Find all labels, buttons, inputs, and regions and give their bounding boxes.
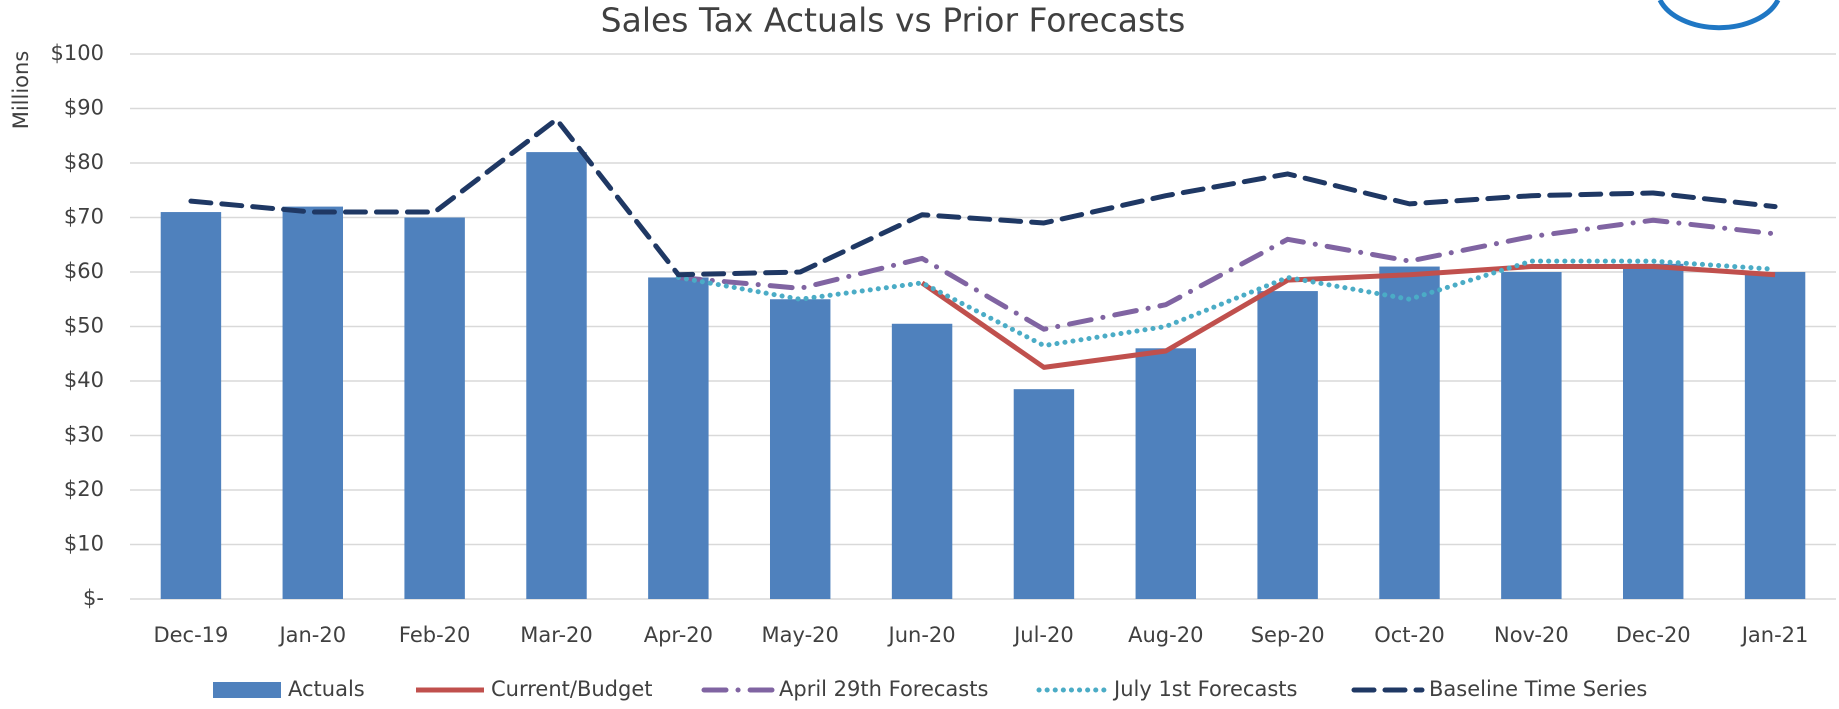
logo xyxy=(1657,0,1781,31)
bar xyxy=(769,299,831,599)
bar xyxy=(1257,291,1318,599)
bar xyxy=(160,212,222,600)
bar xyxy=(1013,389,1075,599)
x-tick-label: Dec-20 xyxy=(1616,623,1691,647)
bar xyxy=(282,206,344,599)
bar xyxy=(1744,272,1806,599)
bar xyxy=(1622,263,1684,599)
line xyxy=(188,116,1778,278)
y-tick-label: $30 xyxy=(64,423,104,447)
y-tick-label: $20 xyxy=(64,477,104,501)
y-tick-label: $50 xyxy=(64,314,104,338)
bar xyxy=(1501,272,1562,599)
legend-label: April 29th Forecasts xyxy=(779,677,988,701)
x-tick-label: Oct-20 xyxy=(1374,623,1445,647)
x-tick-label: Sep-20 xyxy=(1251,623,1325,647)
legend-label: July 1st Forecasts xyxy=(1112,677,1297,701)
x-tick-label: May-20 xyxy=(762,623,839,647)
x-tick-label: Jul-20 xyxy=(1012,623,1074,647)
x-tick-label: Jan-20 xyxy=(277,623,346,647)
legend-label: Baseline Time Series xyxy=(1429,677,1647,701)
y-tick-label: $60 xyxy=(64,259,104,283)
line xyxy=(675,217,1778,332)
chart-title: Sales Tax Actuals vs Prior Forecasts xyxy=(601,1,1186,40)
line xyxy=(675,258,1778,349)
bar xyxy=(891,323,953,599)
y-axis-label: Millions xyxy=(9,51,33,130)
x-tick-label: Aug-20 xyxy=(1128,623,1203,647)
x-tick-label: Mar-20 xyxy=(520,623,593,647)
x-tick-label: Nov-20 xyxy=(1494,623,1569,647)
y-tick-label: $- xyxy=(83,586,104,610)
bar xyxy=(1135,348,1197,599)
y-tick-label: $10 xyxy=(64,532,104,556)
bar xyxy=(526,152,587,599)
y-tick-label: $70 xyxy=(64,205,104,229)
x-tick-label: Dec-19 xyxy=(153,623,228,647)
bar xyxy=(648,277,709,599)
line xyxy=(920,264,1776,370)
legend-label: Actuals xyxy=(288,677,365,701)
y-tick-label: $40 xyxy=(64,368,104,392)
x-tick-label: Jun-20 xyxy=(887,623,956,647)
bar xyxy=(404,217,465,599)
y-tick-label: $90 xyxy=(64,96,104,120)
x-tick-label: Jan-21 xyxy=(1740,623,1809,647)
legend-swatch xyxy=(213,682,281,698)
legend-label: Current/Budget xyxy=(491,677,652,701)
x-tick-label: Apr-20 xyxy=(644,623,713,647)
bar xyxy=(1379,266,1440,599)
x-tick-label: Feb-20 xyxy=(399,623,470,647)
y-tick-label: $80 xyxy=(64,150,104,174)
y-tick-label: $100 xyxy=(51,41,104,65)
